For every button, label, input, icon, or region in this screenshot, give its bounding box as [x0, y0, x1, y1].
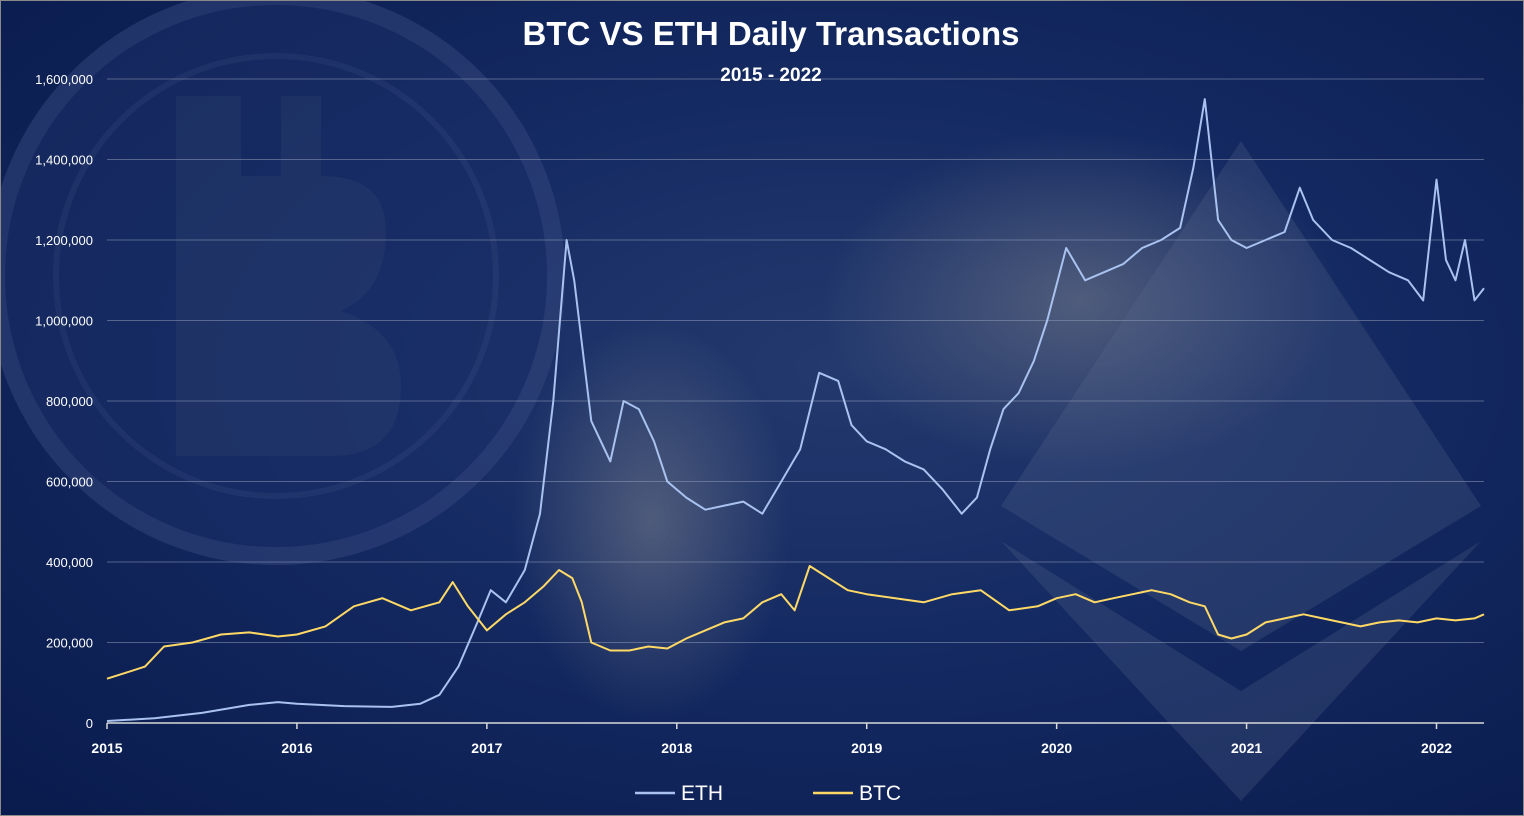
x-tick-label: 2020 [1041, 740, 1072, 756]
legend-label-eth: ETH [681, 782, 723, 805]
x-tick-label: 2015 [91, 740, 122, 756]
series-line-btc [106, 565, 1485, 680]
y-axis: 0 200,000 400,000 600,000 800,000 1,000,000 1,… [35, 72, 93, 731]
y-tick-label: 0 [86, 716, 93, 731]
ethereum-logo-icon [1001, 141, 1481, 801]
y-tick-label: 1,600,000 [35, 72, 93, 87]
y-tick-label: 1,400,000 [35, 153, 93, 168]
series-lines [106, 98, 1485, 722]
chart-subtitle: 2015 - 2022 [720, 65, 821, 86]
y-tick-label: 1,000,000 [35, 314, 93, 329]
x-tick-label: 2016 [281, 740, 312, 756]
x-tick-label: 2018 [661, 740, 692, 756]
y-tick-label: 800,000 [46, 394, 93, 409]
x-axis: 2015 2016 2017 2018 2019 2020 2021 2022 [91, 722, 1484, 756]
x-tick-label: 2017 [471, 740, 502, 756]
legend-label-btc: BTC [859, 782, 901, 805]
x-tick-label: 2021 [1231, 740, 1262, 756]
y-tick-label: 600,000 [46, 475, 93, 490]
y-tick-label: 200,000 [46, 636, 93, 651]
x-tick-label: 2019 [851, 740, 882, 756]
chart-title: BTC VS ETH Daily Transactions [523, 15, 1020, 52]
series-line-eth [106, 98, 1485, 722]
bitcoin-coin-icon [1, 1, 565, 565]
legend: ETH BTC [635, 782, 901, 805]
smoke-decoration [821, 131, 1341, 471]
y-tick-label: 400,000 [46, 555, 93, 570]
y-tick-label: 1,200,000 [35, 233, 93, 248]
smoke-decoration [511, 321, 791, 721]
x-tick-label: 2022 [1421, 740, 1452, 756]
